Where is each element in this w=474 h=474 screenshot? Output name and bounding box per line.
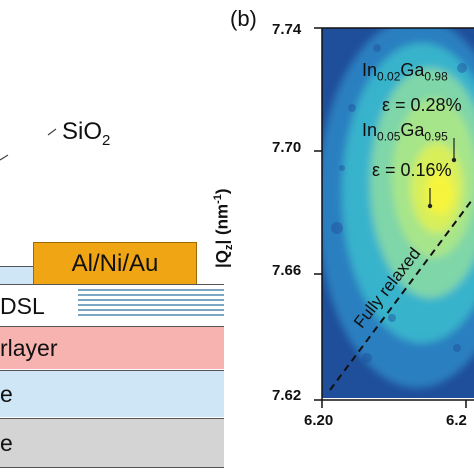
contact-label: Al/Ni/Au — [71, 250, 159, 277]
pointer-dot — [451, 157, 457, 163]
pointer-dot — [427, 203, 433, 209]
heatmap-intensity — [322, 28, 474, 388]
x-tick-label: 6.20 — [304, 412, 334, 429]
layer-dsl: DSL — [0, 284, 224, 325]
x-tick-label: 6.2 — [446, 412, 467, 429]
sio2-leader-line — [0, 128, 57, 161]
y-tick-label: 7.70 — [272, 139, 302, 156]
layer-substrate: e — [0, 418, 224, 468]
panel-b-label: (b) — [230, 6, 257, 31]
rsm-heatmap — [322, 28, 474, 398]
annotation-in002: In0.02Ga0.98 — [362, 60, 448, 84]
annotation-strain-1: ε = 0.28% — [382, 95, 462, 115]
y-axis-label: |Qz| (nm-1) — [212, 188, 236, 268]
layer-template: e — [0, 370, 224, 417]
al-ni-au-contact: Al/Ni/Au — [33, 242, 197, 286]
layer-template-label: e — [0, 381, 13, 407]
layer-interlayer: rlayer — [0, 326, 224, 369]
layer-dsl-label: DSL — [0, 293, 45, 319]
dsl-superlattice-lines — [78, 289, 224, 319]
sio2-strip — [0, 266, 34, 285]
annotation-in005: In0.05Ga0.95 — [362, 120, 448, 144]
y-tick-label: 7.62 — [272, 387, 302, 404]
plot-frame — [314, 27, 474, 408]
y-tick-label: 7.66 — [272, 262, 302, 279]
y-tick-label: 7.74 — [272, 21, 302, 38]
layer-substrate-label: e — [0, 430, 13, 456]
heatmap-noise — [327, 44, 467, 363]
annotation-strain-2: ε = 0.16% — [372, 160, 452, 180]
sio2-label: SiO2 — [62, 118, 111, 149]
layer-interlayer-label: rlayer — [0, 335, 58, 361]
fully-relaxed-line — [329, 199, 473, 391]
